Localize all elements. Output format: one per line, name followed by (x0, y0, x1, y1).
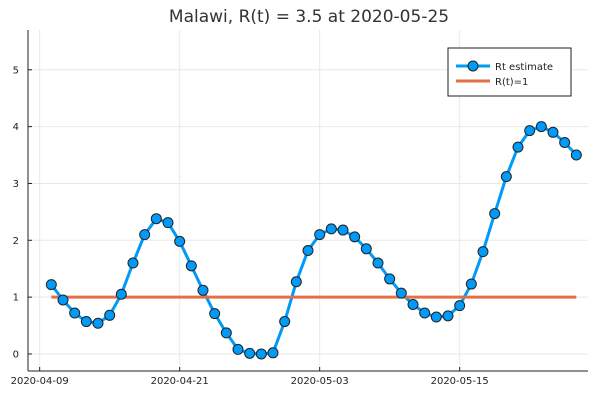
data-point (419, 307, 431, 319)
y-tick-label: 1 (13, 293, 19, 304)
data-point (162, 217, 174, 229)
data-point (349, 231, 361, 243)
data-point (174, 235, 186, 247)
data-point (325, 223, 337, 235)
data-point (535, 121, 547, 133)
data-point (314, 229, 326, 241)
y-tick-label: 2 (13, 236, 19, 247)
data-point (104, 309, 116, 321)
data-point (115, 288, 127, 300)
y-tick-label: 4 (13, 122, 19, 133)
data-point (244, 347, 256, 359)
legend-label-r1: R(t)=1 (495, 77, 528, 88)
series-line-rt-estimate (50, 125, 578, 356)
data-point (547, 126, 559, 138)
x-tick-label: 2020-04-09 (11, 376, 69, 387)
axes (27, 30, 588, 372)
y-tick-label: 3 (13, 179, 19, 190)
data-point (395, 287, 407, 299)
data-point (489, 208, 501, 220)
data-point (524, 125, 536, 137)
x-tick-label: 2020-05-15 (431, 376, 489, 387)
x-tick-label: 2020-05-03 (291, 376, 349, 387)
data-point (80, 316, 92, 328)
data-point (279, 316, 291, 328)
data-point (150, 213, 162, 225)
data-point (209, 308, 221, 320)
data-point (92, 317, 104, 329)
data-point (372, 257, 384, 269)
data-point (290, 276, 302, 288)
data-point (430, 311, 442, 323)
data-point (302, 245, 314, 257)
data-point (384, 273, 396, 285)
data-point (185, 260, 197, 272)
data-point (45, 279, 57, 291)
data-point (465, 278, 477, 290)
x-tick-labels: 2020-04-09 2020-04-21 2020-05-03 2020-05-15 (11, 376, 489, 387)
data-point (477, 246, 489, 258)
data-point (407, 299, 419, 310)
x-tick-label: 2020-04-21 (151, 376, 209, 387)
data-point (360, 243, 372, 255)
data-point (512, 141, 524, 153)
data-point (267, 347, 279, 359)
data-point (127, 257, 139, 269)
data-point (57, 294, 69, 306)
data-point (559, 137, 571, 149)
data-point (69, 307, 81, 319)
y-tick-label: 5 (13, 65, 19, 76)
data-point (337, 224, 349, 236)
chart-title: Malawi, R(t) = 3.5 at 2020-05-25 (169, 7, 449, 27)
data-point (220, 327, 232, 339)
legend-box (447, 47, 572, 97)
series-layer (45, 121, 582, 360)
data-point (139, 229, 151, 241)
data-point (570, 149, 582, 161)
data-point (255, 348, 267, 360)
data-point (500, 171, 512, 183)
y-tick-labels: 0 1 2 3 4 5 (13, 65, 19, 360)
data-point (232, 343, 244, 355)
data-point (454, 300, 466, 312)
legend-label-rt-estimate: Rt estimate (495, 62, 553, 73)
legend: Rt estimate R(t)=1 (447, 47, 572, 97)
y-tick-label: 0 (13, 349, 19, 360)
data-point (442, 310, 454, 322)
legend-marker-rt-estimate (467, 60, 479, 72)
data-point (197, 284, 209, 296)
